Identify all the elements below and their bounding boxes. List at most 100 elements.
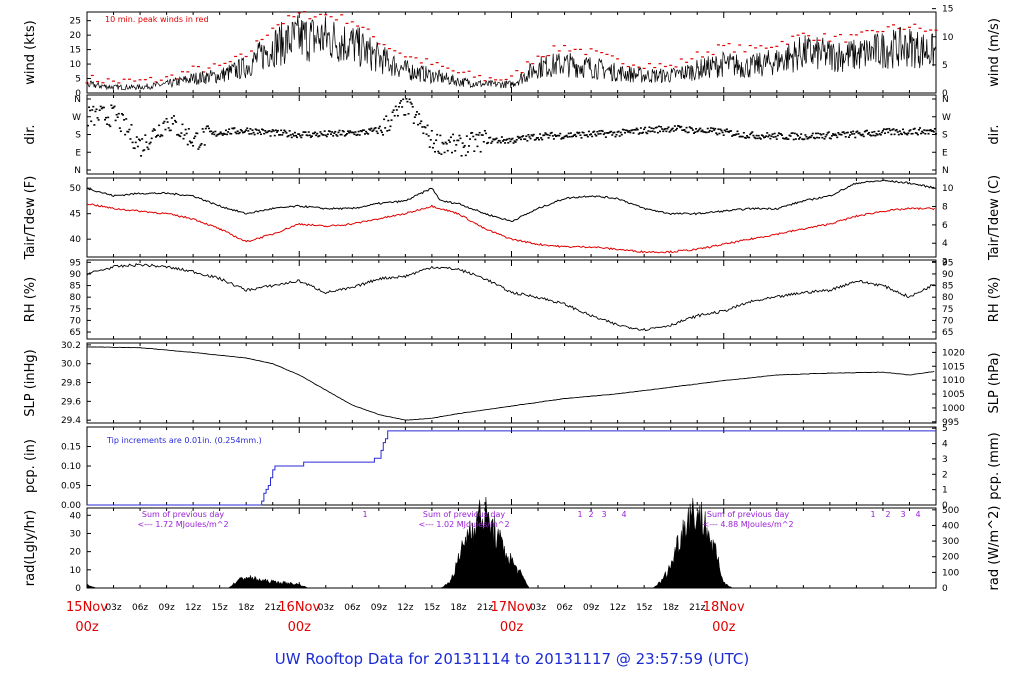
wind-direction-point — [455, 144, 458, 146]
wind-direction-point — [868, 131, 871, 134]
y-axis-label-right: RH (%) — [987, 277, 1002, 322]
wind-direction-point — [781, 134, 784, 137]
wind-direction-point — [319, 131, 322, 133]
wind-direction-point — [408, 98, 411, 101]
wind-direction-point — [97, 119, 100, 121]
wind-direction-point — [162, 122, 165, 125]
x-day-date-label: 15Nov — [66, 600, 108, 615]
wind-direction-point — [380, 131, 383, 134]
y-axis-label-left: rad(Lgly/hr) — [23, 510, 38, 586]
wind-direction-point — [331, 131, 334, 133]
y-tick-label-right: 200 — [942, 553, 959, 563]
wind-direction-point — [128, 128, 131, 131]
wind-direction-point — [771, 133, 774, 136]
wind-direction-point — [657, 125, 660, 128]
radiation-marker: 1 — [870, 510, 875, 519]
panel-5: pcp. (in) pcp. (mm) 0.00 0.05 0.10 0.15 0 1 2 3 4 5… — [23, 424, 1002, 511]
wind-direction-point — [542, 134, 545, 137]
wind-direction-point — [712, 127, 715, 130]
wind-direction-point — [210, 130, 213, 133]
wind-direction-point — [427, 135, 430, 137]
radiation-marker: 1 — [362, 510, 367, 519]
wind-direction-point — [258, 131, 261, 133]
wind-direction-point — [806, 138, 809, 140]
y-tick-label-right: 70 — [942, 316, 954, 326]
wind-direction-point — [402, 98, 405, 101]
y-tick-label-right: 1 — [942, 486, 948, 496]
wind-direction-point — [700, 130, 703, 133]
wind-direction-point — [356, 133, 359, 136]
wind-direction-point — [321, 133, 324, 136]
wind-direction-point — [123, 119, 126, 121]
air-temperature-line — [86, 179, 936, 223]
wind-direction-point — [244, 130, 247, 133]
wind-direction-point — [533, 139, 536, 141]
wind-direction-point — [840, 133, 843, 136]
wind-direction-point — [623, 131, 626, 134]
wind-direction-point — [272, 130, 275, 132]
wind-direction-point — [131, 141, 134, 144]
wind-direction-point — [189, 141, 192, 144]
wind-direction-point — [415, 111, 418, 113]
wind-direction-point — [787, 138, 790, 140]
wind-direction-point — [337, 131, 340, 134]
wind-direction-point — [373, 127, 376, 130]
wind-direction-point — [113, 105, 116, 108]
wind-direction-point — [594, 133, 597, 136]
wind-direction-point — [205, 125, 208, 128]
x-hour-label: 03z — [530, 603, 546, 613]
y-tick-label-left: W — [72, 113, 81, 123]
wind-direction-point — [686, 131, 689, 134]
wind-direction-point — [207, 127, 210, 130]
wind-direction-point — [824, 135, 827, 138]
wind-direction-point — [389, 125, 392, 128]
wind-direction-point — [289, 134, 292, 136]
wind-direction-point — [363, 133, 366, 135]
wind-direction-point — [929, 128, 932, 131]
wind-direction-point — [529, 137, 532, 140]
wind-direction-point — [808, 136, 811, 138]
x-hour-label: 09z — [159, 603, 175, 613]
wind-direction-point — [602, 133, 605, 136]
wind-direction-point — [342, 130, 345, 133]
wind-direction-point — [786, 138, 789, 140]
wind-direction-point — [810, 134, 813, 137]
y-tick-label-right: 5 — [942, 424, 948, 434]
wind-direction-point — [829, 137, 832, 140]
precipitation-line — [87, 430, 936, 506]
wind-direction-point — [264, 130, 267, 132]
panel-6: rad(Lgly/hr) rad (W/m^2)01020304001002003… — [23, 497, 1002, 594]
wind-direction-point — [221, 134, 224, 136]
y-tick-label-left: E — [75, 148, 81, 158]
y-tick-label-left: 25 — [70, 17, 81, 27]
wind-direction-point — [170, 117, 173, 119]
wind-direction-point — [530, 134, 533, 136]
y-tick-label-left: 10 — [70, 566, 82, 576]
wind-direction-point — [816, 136, 819, 139]
wind-direction-point — [842, 131, 845, 133]
wind-direction-point — [835, 134, 838, 137]
wind-direction-point — [717, 128, 720, 130]
wind-direction-point — [118, 127, 121, 129]
wind-direction-point — [873, 130, 876, 133]
wind-direction-point — [680, 125, 683, 128]
wind-direction-point — [183, 134, 186, 136]
wind-direction-point — [494, 138, 497, 140]
wind-direction-point — [701, 129, 704, 132]
wind-direction-point — [789, 135, 792, 137]
wind-direction-point — [268, 130, 271, 132]
wind-direction-point — [747, 136, 750, 139]
wind-direction-point — [213, 133, 216, 136]
wind-direction-point — [625, 129, 628, 132]
wind-direction-point — [743, 136, 746, 139]
wind-direction-point — [563, 135, 566, 138]
panel-0: wind (kts) wind (m/s) 0 5 10 15 20 25 0 5 10 15 10 m… — [23, 5, 1002, 99]
wind-direction-point — [850, 131, 853, 133]
y-tick-label-right: N — [942, 95, 949, 105]
x-hour-label: 09z — [583, 603, 599, 613]
wind-direction-point — [770, 135, 773, 137]
wind-direction-point — [733, 134, 736, 136]
wind-direction-point — [662, 130, 665, 133]
wind-direction-point — [517, 137, 520, 139]
wind-direction-point — [856, 130, 859, 133]
